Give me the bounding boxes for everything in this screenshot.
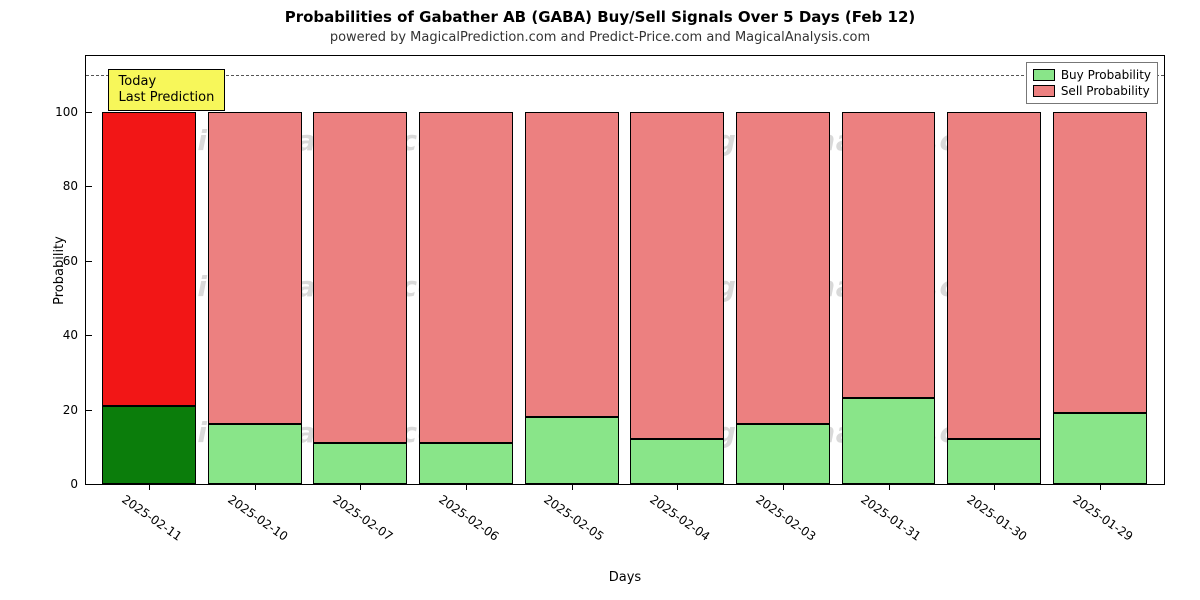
bar-sell xyxy=(419,112,513,443)
bar-buy xyxy=(947,439,1041,484)
today-flag-line2: Last Prediction xyxy=(119,90,215,106)
bar-buy xyxy=(525,417,619,484)
bar-sell xyxy=(208,112,302,425)
bar-group xyxy=(419,56,513,484)
x-tick-label: 2025-02-10 xyxy=(225,484,296,544)
bar-sell xyxy=(736,112,830,425)
bar-buy xyxy=(842,398,936,484)
bar-sell xyxy=(525,112,619,417)
x-tick-mark xyxy=(572,484,573,490)
y-axis-label: Probability xyxy=(52,236,67,305)
bar-buy xyxy=(102,406,196,484)
bar-group xyxy=(102,56,196,484)
bar-sell xyxy=(1053,112,1147,413)
bar-group xyxy=(313,56,407,484)
bar-group xyxy=(842,56,936,484)
x-tick-label: 2025-02-04 xyxy=(647,484,718,544)
bar-buy xyxy=(1053,413,1147,484)
bar-group xyxy=(630,56,724,484)
bar-sell xyxy=(630,112,724,440)
y-tick-label: 100 xyxy=(55,105,86,119)
bar-sell xyxy=(947,112,1041,440)
x-axis-label: Days xyxy=(85,570,1165,585)
plot-area: MagicalAnalysis.comMagicalAnalysis.comMa… xyxy=(85,55,1165,485)
x-tick-mark xyxy=(466,484,467,490)
x-tick-mark xyxy=(889,484,890,490)
y-tick-label: 60 xyxy=(63,254,86,268)
y-tick-label: 20 xyxy=(63,403,86,417)
chart-title: Probabilities of Gabather AB (GABA) Buy/… xyxy=(0,8,1200,26)
y-tick-label: 40 xyxy=(63,328,86,342)
x-tick-label: 2025-01-30 xyxy=(964,484,1035,544)
legend-row-sell: Sell Probability xyxy=(1033,83,1151,99)
legend-label-sell: Sell Probability xyxy=(1061,84,1150,98)
today-flag-line1: Today xyxy=(119,74,215,90)
x-tick-mark xyxy=(149,484,150,490)
x-tick-mark xyxy=(1100,484,1101,490)
x-tick-mark xyxy=(994,484,995,490)
bar-buy xyxy=(419,443,513,484)
bar-sell xyxy=(842,112,936,399)
x-tick-label: 2025-02-07 xyxy=(330,484,401,544)
x-tick-label: 2025-01-31 xyxy=(859,484,930,544)
bar-buy xyxy=(208,424,302,484)
chart-container: Probabilities of Gabather AB (GABA) Buy/… xyxy=(0,0,1200,600)
legend-swatch-buy xyxy=(1033,69,1055,81)
y-tick-label: 80 xyxy=(63,179,86,193)
bar-group xyxy=(736,56,830,484)
bar-sell xyxy=(313,112,407,443)
chart-subtitle: powered by MagicalPrediction.com and Pre… xyxy=(0,30,1200,45)
x-tick-mark xyxy=(255,484,256,490)
bar-buy xyxy=(630,439,724,484)
y-axis-label-wrap: Probability xyxy=(25,55,94,485)
x-tick-label: 2025-02-06 xyxy=(436,484,507,544)
legend: Buy Probability Sell Probability xyxy=(1026,62,1158,104)
x-tick-mark xyxy=(360,484,361,490)
bar-group xyxy=(1053,56,1147,484)
bar-buy xyxy=(313,443,407,484)
legend-row-buy: Buy Probability xyxy=(1033,67,1151,83)
bar-buy xyxy=(736,424,830,484)
x-tick-label: 2025-02-03 xyxy=(753,484,824,544)
today-flag: TodayLast Prediction xyxy=(108,69,226,112)
x-tick-mark xyxy=(783,484,784,490)
bar-sell xyxy=(102,112,196,406)
x-tick-label: 2025-01-29 xyxy=(1070,484,1141,544)
bar-group xyxy=(208,56,302,484)
y-tick-label: 0 xyxy=(70,477,86,491)
bar-group xyxy=(947,56,1041,484)
x-tick-mark xyxy=(677,484,678,490)
legend-swatch-sell xyxy=(1033,85,1055,97)
bar-group xyxy=(525,56,619,484)
x-tick-label: 2025-02-11 xyxy=(119,484,190,544)
legend-label-buy: Buy Probability xyxy=(1061,68,1151,82)
x-tick-label: 2025-02-05 xyxy=(542,484,613,544)
